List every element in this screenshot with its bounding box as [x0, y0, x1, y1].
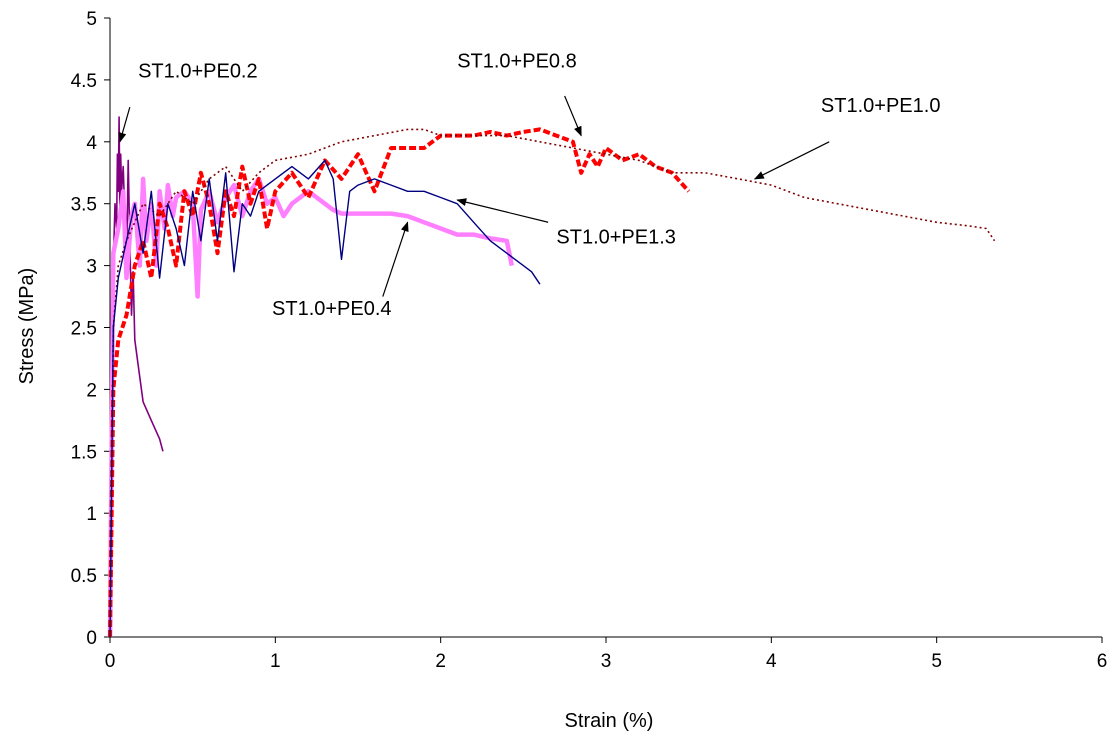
x-tick-label: 4 — [766, 651, 777, 672]
x-tick-label: 1 — [270, 651, 281, 672]
x-tick-label: 0 — [105, 651, 116, 672]
series-line-1 — [109, 116, 164, 638]
annotation-label-2: ST1.0+PE0.8 — [457, 51, 577, 73]
annotation-arrow-5 — [382, 221, 409, 297]
y-tick-label: 4 — [86, 133, 97, 154]
annotation-label-5: ST1.0+PE0.4 — [272, 298, 392, 320]
x-tick-label: 2 — [435, 651, 446, 672]
annotation-label-4: ST1.0+PE1.3 — [556, 226, 676, 248]
series-layer — [107, 116, 996, 638]
y-axis-title: Stress (MPa) — [16, 268, 38, 385]
series-line-4 — [109, 128, 996, 638]
x-tick-label: 5 — [931, 651, 942, 672]
y-tick-label: 3 — [86, 257, 97, 278]
y-tick-label: 1 — [86, 504, 97, 525]
x-axis-title: Strain (%) — [565, 710, 654, 732]
x-tick-label: 6 — [1097, 651, 1108, 672]
annotation-arrow-3 — [753, 141, 830, 180]
y-tick-label: 0.5 — [71, 566, 97, 587]
y-tick-label: 4.5 — [71, 71, 97, 92]
y-tick-label: 2.5 — [71, 319, 97, 340]
annotation-label-1: ST1.0+PE0.2 — [138, 60, 258, 82]
y-tick-label: 0 — [86, 628, 97, 649]
series-line-5 — [109, 159, 541, 638]
series-line-3 — [108, 127, 691, 638]
x-tick-label: 3 — [601, 651, 612, 672]
annotation-arrow-2 — [564, 95, 582, 137]
y-tick-label: 5 — [86, 9, 97, 30]
y-tick-label: 3.5 — [71, 195, 97, 216]
annotation-arrow-4 — [456, 198, 549, 223]
axes: 0 0.5 1 1.5 2 2.5 3 3.5 4 4.5 5 0 1 2 3 4 5 6 — [71, 9, 1108, 672]
y-tick-label: 1.5 — [71, 442, 97, 463]
y-tick-label: 2 — [86, 380, 97, 401]
annotation-label-3: ST1.0+PE1.0 — [821, 95, 941, 117]
annotation-arrow-1 — [118, 106, 131, 143]
series-line-2 — [107, 176, 515, 638]
annotations-layer: ST1.0+PE0.2 ST1.0+PE0.8 ST1.0+PE1.0 ST1.0+P… — [118, 51, 941, 320]
